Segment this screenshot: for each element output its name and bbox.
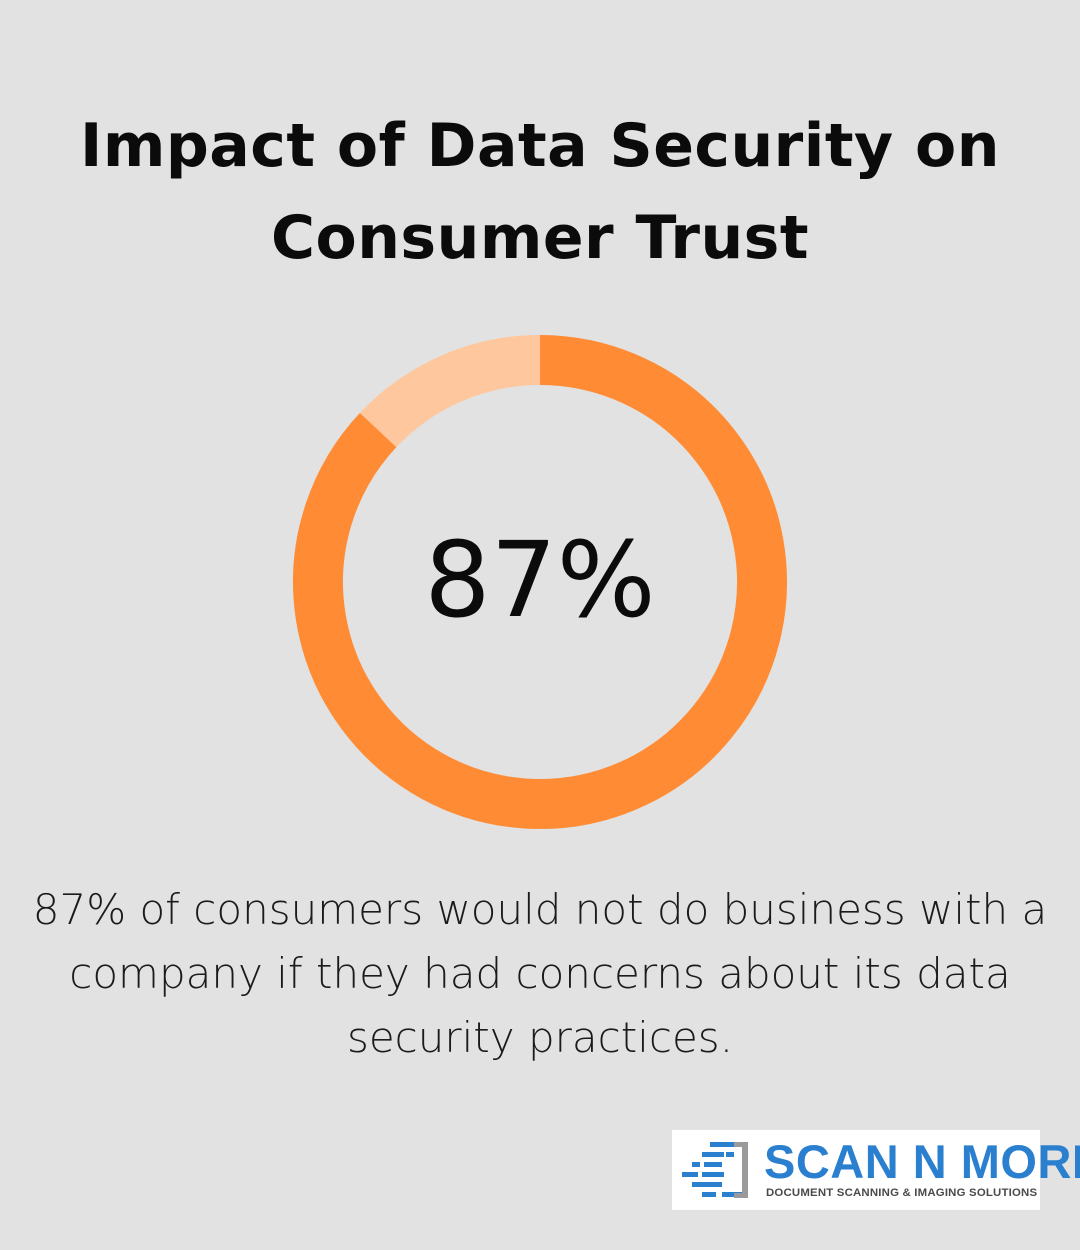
brand-logo: SCAN N MORE DOCUMENT SCANNING & IMAGING … <box>672 1130 1080 1210</box>
donut-chart <box>293 335 787 829</box>
page-title: Impact of Data Security on Consumer Trus… <box>80 111 1000 273</box>
donut-slice-1 <box>293 335 787 829</box>
logo-subtitle: DOCUMENT SCANNING & IMAGING SOLUTIONS <box>766 1187 1038 1199</box>
center-percentage: 87% <box>424 519 656 641</box>
scanner-icon <box>682 1142 748 1198</box>
caption-text: 87% of consumers would not do business w… <box>32 885 1048 1062</box>
logo-title: SCAN N MORE <box>764 1135 1080 1188</box>
donut-slice-2 <box>359 335 541 448</box>
